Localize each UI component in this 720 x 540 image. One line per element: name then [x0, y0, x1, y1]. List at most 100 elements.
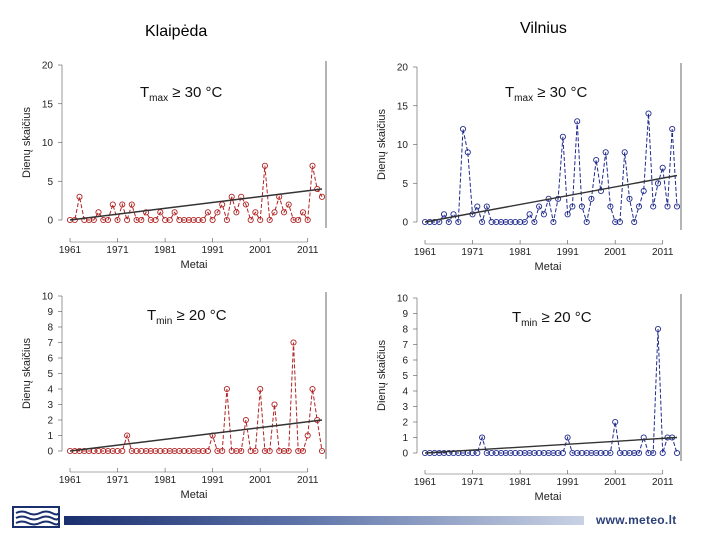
data-point [559, 133, 566, 140]
data-point [659, 164, 666, 171]
data-point [531, 218, 538, 226]
y-tick-label: 5 [47, 177, 53, 188]
y-tick-label: 10 [397, 294, 409, 305]
y-tick-label: 7 [402, 340, 408, 351]
data-point [540, 449, 547, 457]
data-point [507, 218, 514, 226]
data-point [593, 449, 600, 457]
data-point [440, 211, 448, 218]
data-point [564, 434, 571, 441]
data-point [669, 125, 676, 133]
y-tick-label: 5 [47, 369, 53, 380]
data-point [498, 449, 505, 457]
x-tick-label: 1981 [509, 247, 532, 258]
data-point [459, 125, 467, 133]
chart-panel-1: 0 5 10 15 20 1961 1971 1981 1991 2001 2011 Metai Die… [21, 61, 327, 271]
data-point [228, 193, 235, 200]
data-point [247, 447, 254, 455]
data-point [664, 203, 671, 210]
data-point [271, 401, 278, 408]
panel-label: Tmin ≥ 20 °C [512, 309, 592, 329]
y-tick-label: 0 [47, 447, 53, 458]
data-point [517, 449, 524, 457]
data-point [650, 203, 657, 210]
data-point [299, 447, 307, 455]
y-axis-label: Dienų skaičius [21, 338, 33, 409]
data-point [119, 201, 126, 208]
x-tick-label: 1961 [59, 475, 82, 486]
data-point [673, 203, 681, 210]
data-point [531, 449, 538, 457]
data-point [474, 203, 481, 210]
data-point [285, 201, 292, 208]
data-point [195, 447, 202, 455]
data-point [626, 195, 633, 202]
x-tick-label: 1981 [509, 477, 532, 488]
data-point [650, 449, 657, 457]
data-point [176, 447, 183, 455]
data-point [635, 449, 643, 457]
data-point [290, 216, 297, 224]
data-point [612, 218, 619, 226]
data-point [109, 447, 116, 455]
y-tick-label: 1 [402, 433, 408, 444]
data-point [507, 449, 514, 457]
x-tick-label: 2011 [297, 245, 319, 256]
data-point [128, 201, 135, 208]
data-point [104, 216, 112, 224]
y-tick-label: 2 [402, 418, 408, 429]
x-tick-label: 1981 [154, 245, 177, 256]
chart-panel-2: 0 5 10 15 20 1961 1971 1981 1991 2001 2011 Metai Die… [376, 63, 682, 273]
data-point [114, 216, 121, 224]
x-tick-label: 2011 [652, 477, 674, 488]
data-point [488, 449, 495, 457]
data-point [659, 449, 666, 457]
data-point [247, 216, 254, 224]
data-point [550, 449, 557, 457]
series-line [70, 342, 323, 452]
data-point [252, 209, 259, 216]
data-point [133, 216, 140, 224]
data-point [109, 201, 116, 208]
y-axis-label: Dienų skaičius [376, 340, 388, 411]
data-point [483, 203, 490, 210]
data-point [602, 449, 609, 457]
data-point [162, 216, 169, 224]
data-point [626, 449, 633, 457]
chart-panel-4: 0 1 2 3 4 5 6 7 8 9 10 1961 1971 1981 1991 2001 2011 Meta… [376, 294, 682, 503]
panel-label: Tmin ≥ 20 °C [147, 307, 227, 327]
data-point [640, 187, 647, 195]
x-tick-label: 1971 [461, 477, 484, 488]
data-point [479, 218, 486, 226]
data-point [654, 325, 662, 333]
data-point [257, 385, 264, 393]
data-point [152, 447, 159, 455]
data-point [238, 447, 245, 455]
y-tick-label: 7 [47, 338, 53, 349]
data-point [569, 203, 576, 210]
data-point [152, 216, 159, 224]
x-tick-label: 1991 [202, 245, 225, 256]
data-point [295, 216, 302, 224]
data-point [564, 211, 571, 218]
data-point [616, 218, 623, 226]
data-point [309, 385, 316, 393]
data-point [223, 385, 230, 393]
data-point [593, 156, 600, 164]
x-tick-label: 2001 [249, 245, 272, 256]
x-tick-label: 1961 [414, 477, 437, 488]
data-point [233, 209, 240, 216]
data-point [445, 218, 452, 226]
data-point [612, 418, 619, 426]
x-tick-label: 1991 [202, 475, 225, 486]
y-tick-label: 0 [402, 218, 408, 229]
trend-line [69, 188, 323, 221]
y-tick-label: 20 [397, 63, 409, 74]
data-point [309, 162, 316, 169]
data-point [304, 432, 311, 439]
data-point [607, 449, 614, 457]
waves-logo-icon [12, 506, 60, 528]
x-tick-label: 1991 [557, 247, 580, 258]
footer-site[interactable]: www.meteo.lt [596, 513, 677, 527]
